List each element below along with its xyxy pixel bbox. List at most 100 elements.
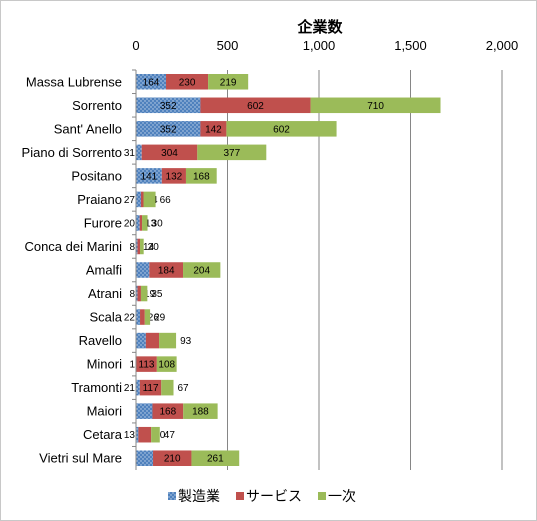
data-label: 219 [220, 77, 237, 88]
bar-segment [185, 168, 217, 184]
x-axis-ticks: 0 500 1,000 1,500 2,000 [132, 38, 518, 53]
data-label: 230 [179, 77, 196, 88]
category-label: Ravello [79, 333, 122, 348]
bar-segment [143, 191, 156, 208]
bar-segment [136, 121, 201, 137]
bar-segment [137, 238, 141, 255]
data-label: 14 [143, 242, 155, 253]
data-label: 26 [148, 313, 160, 324]
category-label: Furore [84, 215, 122, 230]
bar-segment [310, 97, 441, 114]
gridlines [227, 70, 503, 470]
bar-segment [140, 309, 145, 325]
data-label: 117 [143, 383, 159, 394]
data-label: 142 [205, 124, 222, 135]
data-label: 164 [143, 77, 160, 88]
bar-segment [136, 332, 146, 349]
bar-segment [200, 97, 311, 114]
category-label: Minori [87, 357, 123, 372]
data-label: 20 [148, 242, 160, 253]
bar-segment [183, 403, 218, 419]
bar-segment [208, 74, 249, 90]
data-label: 168 [159, 407, 176, 418]
data-label: 132 [166, 171, 183, 182]
category-label: Cetara [83, 427, 123, 442]
bar-segment [136, 168, 162, 184]
data-label: 20 [124, 218, 136, 229]
bar-segment [136, 238, 138, 255]
category-label: Conca dei Marini [24, 239, 122, 254]
data-label: 141 [141, 171, 158, 182]
bar-segment [136, 403, 153, 419]
data-label: 22 [124, 313, 136, 324]
legend: 製造業 サービス 一次 [168, 488, 356, 504]
category-label: Tramonti [71, 380, 122, 395]
category-label: Scala [89, 310, 122, 325]
legend-label: 製造業 [178, 488, 220, 504]
category-label: Maiori [87, 404, 123, 419]
data-label: 31 [124, 148, 136, 159]
x-tick-label: 0 [132, 38, 139, 53]
data-label: 352 [160, 124, 177, 135]
data-label: 1 [129, 360, 135, 371]
data-label: 70 [154, 430, 166, 441]
bar-segment [161, 379, 174, 396]
bar-segment [136, 191, 141, 208]
data-label: 27 [124, 195, 136, 206]
bar-segment [136, 426, 139, 443]
bar-segment [139, 215, 143, 231]
data-label: 304 [161, 148, 178, 159]
legend-swatch [318, 492, 326, 500]
bar-segment [142, 215, 148, 231]
data-label: 710 [367, 101, 384, 112]
bar-segment [152, 403, 184, 419]
bar-segment [197, 144, 267, 161]
data-label: 204 [193, 266, 210, 277]
legend-swatch [236, 492, 244, 500]
bar-segment [166, 74, 209, 90]
bar-segment [136, 450, 154, 466]
bar-segment [136, 262, 150, 278]
legend-label: 一次 [328, 488, 356, 504]
data-label: 47 [164, 430, 176, 441]
category-label: Massa Lubrense [26, 74, 122, 89]
bar-segment [200, 121, 227, 137]
bar-segment [136, 97, 201, 114]
category-label: Atrani [88, 286, 122, 301]
category-label: Praiano [77, 192, 122, 207]
data-label: 108 [158, 360, 175, 371]
bar-segment [137, 285, 141, 302]
category-label: Sant' Anello [54, 121, 122, 136]
bar-segment [136, 215, 140, 231]
data-label: 261 [207, 454, 224, 465]
data-label: 13 [124, 430, 136, 441]
bar-segment [191, 450, 240, 466]
data-label: 8 [129, 289, 135, 300]
bar-segment [138, 426, 152, 443]
bar-segment [149, 262, 184, 278]
data-label: 30 [152, 218, 164, 229]
data-label: 210 [164, 454, 181, 465]
bar-segment [136, 309, 141, 325]
x-tick-label: 1,000 [303, 38, 336, 53]
bar-segment [136, 356, 157, 372]
category-label: Amalfi [86, 263, 122, 278]
chart-title: 企業数 [296, 18, 343, 36]
data-label: 67 [178, 383, 190, 394]
category-label: Vietri sul Mare [39, 451, 122, 466]
bar-segment [136, 144, 142, 161]
bar-segment [136, 379, 140, 396]
x-tick-label: 500 [217, 38, 239, 53]
bar-segment [140, 285, 148, 302]
bar-segment [136, 285, 138, 302]
x-tick-label: 1,500 [394, 38, 427, 53]
bar-segment [156, 356, 177, 372]
data-label: 113 [139, 360, 155, 371]
bar-segment [145, 332, 160, 349]
data-label: 8 [129, 242, 135, 253]
data-label: 35 [151, 289, 163, 300]
data-label: 13 [145, 218, 157, 229]
